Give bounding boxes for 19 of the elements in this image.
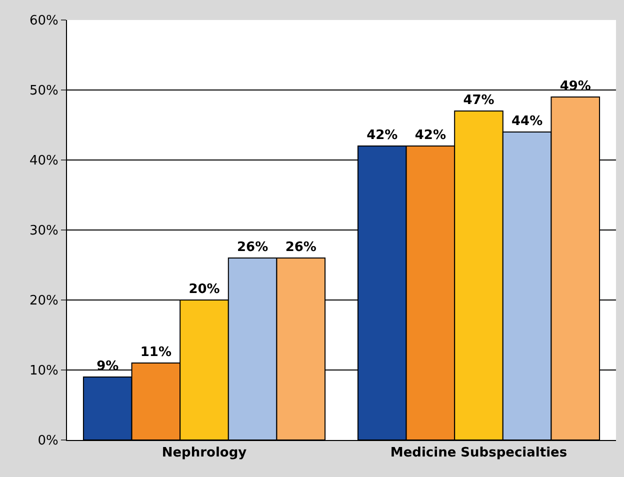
x-tick-label: Nephrology	[162, 446, 248, 461]
data-label: 49%	[560, 79, 591, 94]
y-tick-label: 20%	[29, 294, 58, 309]
y-tick-label: 10%	[29, 364, 58, 379]
y-tick-label: 60%	[29, 14, 58, 29]
data-label: 26%	[237, 240, 268, 255]
y-tick-label: 40%	[29, 154, 58, 169]
data-label: 47%	[463, 93, 494, 108]
y-tick-label: 30%	[29, 224, 58, 239]
data-label: 9%	[96, 359, 119, 374]
y-tick-label: 0%	[38, 434, 58, 449]
data-label: 44%	[512, 114, 543, 129]
data-label: 42%	[366, 128, 398, 143]
data-label: 26%	[285, 240, 316, 255]
y-tick-label: 50%	[29, 84, 58, 99]
data-label: 42%	[414, 128, 446, 143]
x-tick-label: Medicine Subspecialties	[390, 446, 568, 461]
data-label: 20%	[188, 282, 220, 297]
data-label: 11%	[140, 345, 172, 360]
